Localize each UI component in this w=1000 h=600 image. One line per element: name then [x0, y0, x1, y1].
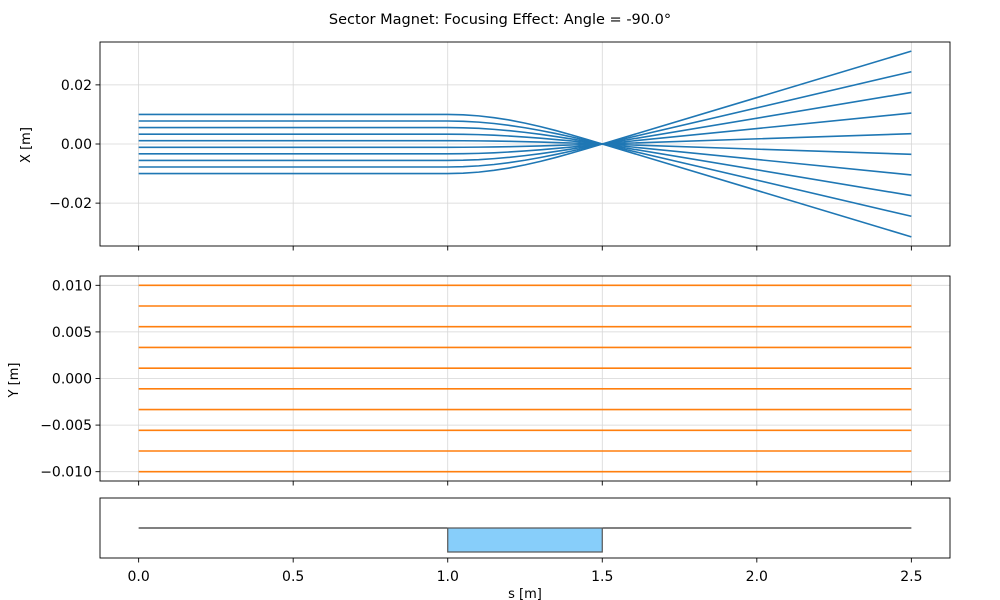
axes-frame: [99, 275, 951, 482]
y-panel-ylabel: Y [m]: [7, 363, 22, 399]
y-tick-label: 0.000: [52, 372, 92, 388]
axes-frame: [99, 497, 951, 559]
y-tick-label: 0.010: [52, 278, 92, 294]
y-tick-label: 0.00: [61, 137, 92, 153]
x-tick-label: 2.5: [900, 569, 922, 585]
x-tick-label: 1.0: [437, 569, 459, 585]
trajectory-line: [138, 70, 912, 168]
y-trajectory-panel: −0.010 −0.005 0.000 0.005 0.010: [40, 275, 951, 486]
trajectory-line: [138, 120, 912, 218]
x-tick-label: 2.0: [746, 569, 768, 585]
trajectory-line: [138, 126, 912, 197]
x-tick-label: 0.0: [128, 569, 150, 585]
x-panel-ylabel: X [m]: [19, 127, 34, 163]
y-tick-label: 0.02: [61, 78, 92, 94]
magnet-block: [447, 527, 603, 553]
trajectory-line: [138, 132, 912, 149]
x-tick-label: 0.5: [282, 569, 304, 585]
trajectory-line: [138, 91, 912, 162]
trajectory-line: [138, 139, 912, 156]
trajectory-line: [138, 112, 912, 155]
y-tick-label: 0.005: [52, 325, 92, 341]
chart-title: Sector Magnet: Focusing Effect: Angle = …: [329, 12, 671, 28]
y-tick-label: −0.010: [40, 465, 92, 481]
y-tick-label: −0.005: [40, 418, 92, 434]
s-axis-label: s [m]: [508, 587, 542, 600]
x-tick-label: 1.5: [591, 569, 613, 585]
y-tick-label: −0.02: [49, 196, 92, 212]
trajectory-line: [138, 133, 912, 176]
trajectory-line: [138, 113, 912, 238]
lattice-panel: 0.0 0.5 1.0 1.5 2.0 2.5: [99, 497, 951, 585]
x-trajectory-panel: −0.02 0.00 0.02: [49, 41, 951, 251]
axes-frame: [99, 41, 951, 247]
trajectory-line: [138, 50, 912, 175]
